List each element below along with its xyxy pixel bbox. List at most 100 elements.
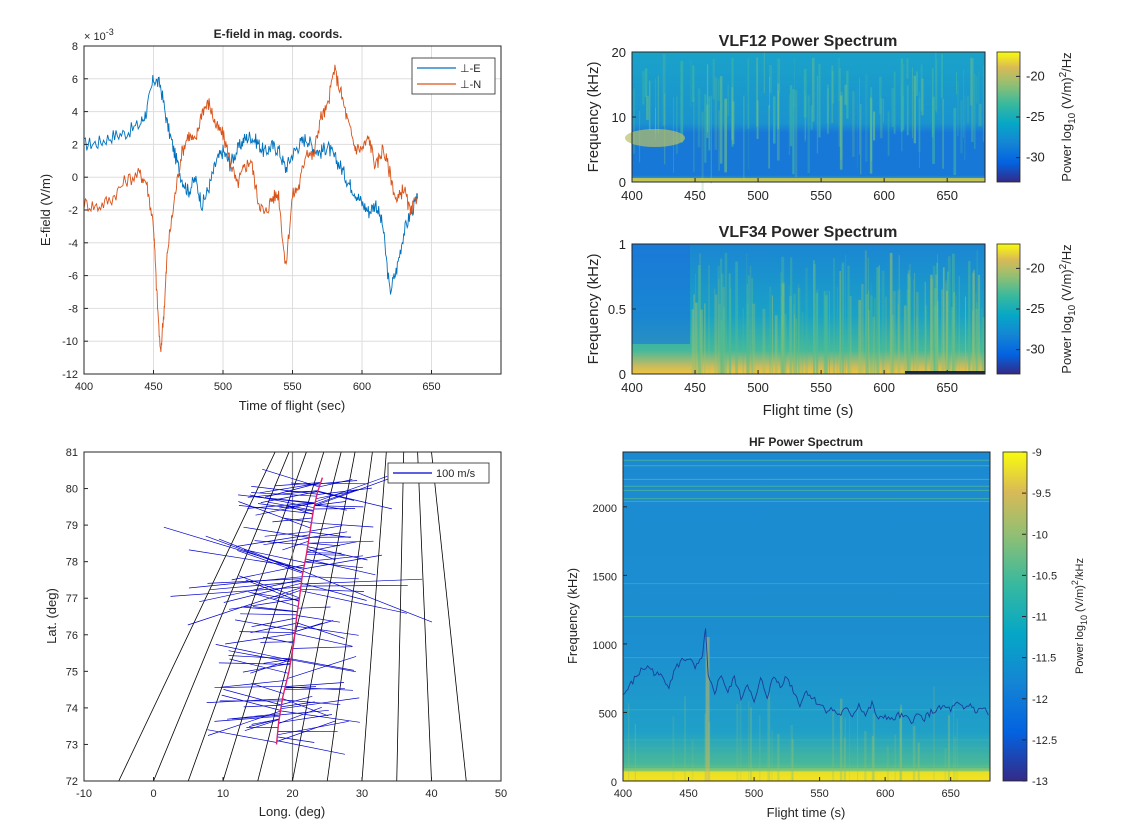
map-velocity-vector <box>220 679 287 688</box>
map-x-tick-label: 10 <box>217 788 229 800</box>
vlf34-streak <box>782 279 783 374</box>
vlf34-streak <box>824 295 828 374</box>
vlf34-streak <box>798 284 800 374</box>
hf-streak <box>791 739 794 781</box>
map-velocity-vector <box>294 620 334 633</box>
vlf34-streak <box>714 294 718 374</box>
map-velocity-vector <box>215 644 291 661</box>
vlf12-streak <box>680 60 684 143</box>
vlf12-streak <box>839 95 843 170</box>
vlf34-panel: 400 450 500 550 600 650 00.51 VLF34 Power Spe… <box>585 224 1078 419</box>
map-velocity-vector <box>285 682 345 687</box>
map-velocity-vector <box>313 508 356 510</box>
vlf34-streak <box>783 314 787 374</box>
efield-x-tick-label: 550 <box>283 381 301 393</box>
vlf34-streak <box>823 290 826 374</box>
map-velocity-vector <box>314 504 347 511</box>
map-velocity-vector <box>310 525 343 532</box>
vlf34-streak <box>829 290 830 374</box>
efield-y-tick-label: -6 <box>68 271 78 283</box>
map-velocity-vector <box>251 592 300 601</box>
hf-low-band <box>623 771 990 781</box>
hf-streak <box>956 718 958 781</box>
vlf34-streak <box>965 296 966 374</box>
map-velocity-vector <box>320 482 368 485</box>
vlf34-colorbar-tick-label: -25 <box>1026 301 1045 316</box>
map-meridian-line <box>396 452 405 781</box>
vlf34-streak <box>794 314 796 374</box>
vlf12-streak <box>970 57 973 106</box>
vlf12-x-tick-label: 550 <box>810 188 832 203</box>
vlf12-colorbar-tick-label: -20 <box>1026 68 1045 83</box>
vlf12-streak <box>724 98 727 173</box>
map-velocity-vector <box>296 615 340 623</box>
efield-y-tick-label: -2 <box>68 205 78 217</box>
vlf34-streak <box>781 256 785 374</box>
vlf12-y-label: Frequency (kHz) <box>585 62 602 173</box>
vlf34-streak <box>746 252 748 374</box>
map-velocity-vector <box>223 689 282 706</box>
vlf12-y-tick-label: 10 <box>612 110 626 125</box>
vlf12-streak <box>748 104 750 170</box>
vlf12-streak <box>792 89 795 175</box>
vlf12-streak <box>773 96 776 144</box>
vlf12-streak <box>642 71 645 105</box>
map-velocity-vector <box>250 659 292 674</box>
vlf12-streak <box>971 58 974 142</box>
vlf34-streak <box>789 285 791 374</box>
hf-colorbar-ticks: -9 -9.5 -10 -10.5 -11 -11.5 -12 -12.5 -13 <box>1022 447 1057 788</box>
hf-x-tick-label: 450 <box>679 788 697 800</box>
vlf12-colorbar-tick-label: -25 <box>1026 109 1045 124</box>
vlf12-streak <box>646 95 649 120</box>
vlf12-streak <box>676 96 678 154</box>
vlf34-streak <box>951 307 954 374</box>
vlf34-streak <box>945 283 947 374</box>
vlf34-y-tick-label: 0 <box>619 367 626 382</box>
vlf34-streak <box>699 309 703 374</box>
vlf12-streak <box>901 84 903 152</box>
hf-streak <box>857 708 859 781</box>
hf-colorbar-tick-label: -13 <box>1032 776 1048 788</box>
map-velocity-vector <box>235 534 310 547</box>
vlf12-streak <box>978 71 980 127</box>
vlf12-streak <box>856 88 858 168</box>
map-velocity-vector <box>263 537 310 546</box>
vlf34-streak <box>865 294 868 374</box>
vlf34-streak <box>839 271 841 374</box>
hf-colorbar-tick-label: -11 <box>1032 612 1047 624</box>
hf-streak <box>894 734 897 781</box>
hf-streak <box>954 736 957 781</box>
vlf34-y-ticks: 00.51 <box>608 237 636 382</box>
map-y-tick-label: 78 <box>66 557 78 569</box>
vlf12-x-tick-label: 600 <box>873 188 895 203</box>
vlf34-streak <box>942 267 945 374</box>
vlf12-panel: 400 450 500 550 600 650 0 10 20 VLF12 Power Spe… <box>585 33 1078 203</box>
hf-y-ticks: 0 500 1000 1500 2000 <box>593 503 627 789</box>
map-velocity-vector <box>228 655 292 660</box>
vlf34-streak <box>873 297 876 374</box>
map-y-tick-label: 76 <box>66 630 78 642</box>
vlf34-streak <box>798 288 801 374</box>
vlf12-streak <box>810 105 813 130</box>
map-legend-box <box>387 462 490 484</box>
vlf12-streak <box>957 81 959 137</box>
map-velocity-vector <box>290 482 320 486</box>
vlf34-gap-bar <box>905 371 985 374</box>
map-velocity-vector <box>282 698 329 717</box>
vlf12-streak <box>869 96 872 134</box>
vlf12-streak <box>873 111 876 141</box>
hf-streak <box>748 701 750 781</box>
map-velocity-vector <box>228 650 291 663</box>
vlf34-streak <box>903 305 907 374</box>
hf-colorbar-tick-label: -10 <box>1032 529 1048 541</box>
vlf34-streak <box>937 301 939 374</box>
map-velocity-vector <box>251 485 318 495</box>
efield-legend: ⊥-E ⊥-N <box>411 57 496 95</box>
efield-y-tick-label: 0 <box>72 172 78 184</box>
vlf34-streak <box>691 309 694 374</box>
vlf34-streak <box>841 261 845 374</box>
map-velocity-vector <box>297 606 331 609</box>
hf-x-tick-label: 550 <box>810 788 828 800</box>
hf-x-tick-label: 650 <box>941 788 959 800</box>
